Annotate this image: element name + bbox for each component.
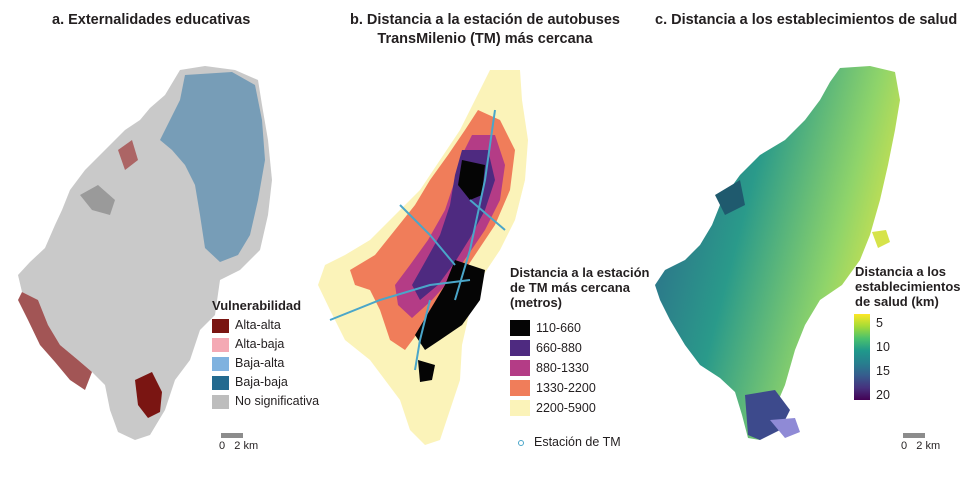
panel-b-title: b. Distancia a la estación de autobuses … — [342, 11, 628, 49]
legend-a-label: Alta-alta — [235, 318, 281, 332]
map-c-dark-patch-north — [715, 180, 745, 215]
legend-a-swatch — [212, 318, 229, 333]
legend-b-label: 660-880 — [536, 340, 582, 355]
legend-a-swatch — [212, 394, 229, 409]
map-a-highhigh-zone-south — [135, 372, 162, 418]
map-c — [655, 66, 900, 440]
legend-b-title: Distancia a la estación de TM más cercan… — [510, 265, 649, 310]
legend-b-swatch — [510, 400, 530, 416]
map-a-bajabaja-zone — [160, 72, 265, 262]
map-a-highhigh-zone-southwest — [18, 292, 92, 390]
map-b-zone-black-center — [415, 260, 485, 350]
legend-a-item: Baja-alta — [212, 354, 319, 373]
legend-b-swatch — [510, 320, 530, 336]
legend-a-label: Baja-alta — [235, 356, 285, 370]
legend-a-label: Alta-baja — [235, 337, 285, 351]
map-b — [318, 70, 528, 445]
scale-bar-a: 0 2 km — [219, 433, 258, 452]
legend-a-item: Alta-alta — [212, 316, 319, 335]
map-a-highhigh-zone-north — [118, 140, 138, 170]
scale-bar-a-labels: 0 2 km — [219, 440, 258, 452]
legend-b-label: 1330-2200 — [536, 380, 596, 395]
map-c-city-shape — [655, 66, 900, 440]
legend-b-label: 880-1330 — [536, 360, 589, 375]
panel-b-title-line2: TransMilenio (TM) más cercana — [377, 31, 593, 47]
legend-a-item: No significativa — [212, 392, 319, 411]
scale-bar-c-bar — [903, 433, 925, 438]
map-b-tm-line-north — [454, 109, 496, 301]
legend-b-label: 110-660 — [536, 320, 581, 335]
legend-c-tick: 20 — [876, 388, 890, 402]
legend-b-item: 2200-5900 — [510, 398, 649, 418]
legend-a-label: Baja-baja — [235, 375, 288, 389]
legend-c-title-line2: establecimientos — [855, 279, 961, 294]
legend-b-swatch — [510, 380, 530, 396]
map-a — [18, 66, 272, 440]
legend-b-title-line2: de TM más cercana — [510, 280, 630, 295]
legend-b-swatch — [510, 360, 530, 376]
legend-c-tick: 10 — [876, 340, 890, 354]
panel-a-title: a. Externalidades educativas — [52, 12, 251, 28]
legend-c-title-line1: Distancia a los — [855, 264, 947, 279]
legend-a-item: Baja-baja — [212, 373, 319, 392]
legend-c: Distancia a los establecimientos de salu… — [855, 264, 961, 309]
map-a-dark-patch — [80, 185, 115, 215]
panel-b-title-line1: b. Distancia a la estación de autobuses — [350, 12, 620, 28]
map-b-tm-line-south — [414, 299, 431, 371]
legend-b-label: 2200-5900 — [536, 400, 596, 415]
scale-bar-a-zero: 0 — [219, 440, 226, 452]
legend-b: Distancia a la estación de TM más cercan… — [510, 265, 649, 452]
legend-b-station-label: Estación de TM — [534, 435, 621, 449]
map-b-tm-line-northwest — [399, 204, 456, 266]
legend-a-label: No significativa — [235, 394, 320, 408]
legend-b-item: 110-660 — [510, 318, 649, 338]
map-b-zone-black-south — [418, 360, 435, 382]
map-c-yellow-patch — [872, 230, 890, 248]
legend-b-item: 660-880 — [510, 338, 649, 358]
legend-c-colorbar — [854, 314, 870, 400]
legend-c-title: Distancia a los establecimientos de salu… — [855, 264, 961, 309]
legend-c-tick: 5 — [876, 316, 883, 330]
scale-bar-a-bar — [221, 433, 243, 438]
scale-bar-c-dist: 2 km — [916, 440, 941, 452]
scale-bar-c: 0 2 km — [901, 433, 940, 452]
legend-a-swatch — [212, 356, 229, 371]
legend-a-title: Vulnerabilidad — [212, 298, 302, 313]
legend-b-station: Estación de TM — [510, 433, 649, 452]
legend-b-item: 1330-2200 — [510, 378, 649, 398]
scale-bar-c-zero: 0 — [901, 440, 908, 452]
map-c-lavender-patch — [770, 418, 800, 438]
legend-a-swatch — [212, 337, 229, 352]
legend-b-title-line3: (metros) — [510, 295, 563, 310]
panel-c-title: c. Distancia a los establecimientos de s… — [655, 12, 958, 28]
scale-bar-a-dist: 2 km — [234, 440, 259, 452]
legend-a-swatch — [212, 375, 229, 390]
legend-a-item: Alta-baja — [212, 335, 319, 354]
map-b-zone-black-north — [458, 160, 485, 200]
map-b-tm-line-west — [329, 279, 471, 321]
map-b-tm-lines — [329, 109, 506, 371]
legend-c-tick: 15 — [876, 364, 890, 378]
station-marker-icon — [518, 439, 524, 446]
legend-b-title-line1: Distancia a la estación — [510, 265, 650, 280]
legend-c-title-line3: de salud (km) — [855, 294, 939, 309]
legend-a: Vulnerabilidad Alta-alta Alta-baja Baja-… — [212, 298, 319, 411]
legend-b-swatch — [510, 340, 530, 356]
map-b-tm-line-east — [469, 199, 506, 231]
legend-b-item: 880-1330 — [510, 358, 649, 378]
scale-bar-c-labels: 0 2 km — [901, 440, 940, 452]
